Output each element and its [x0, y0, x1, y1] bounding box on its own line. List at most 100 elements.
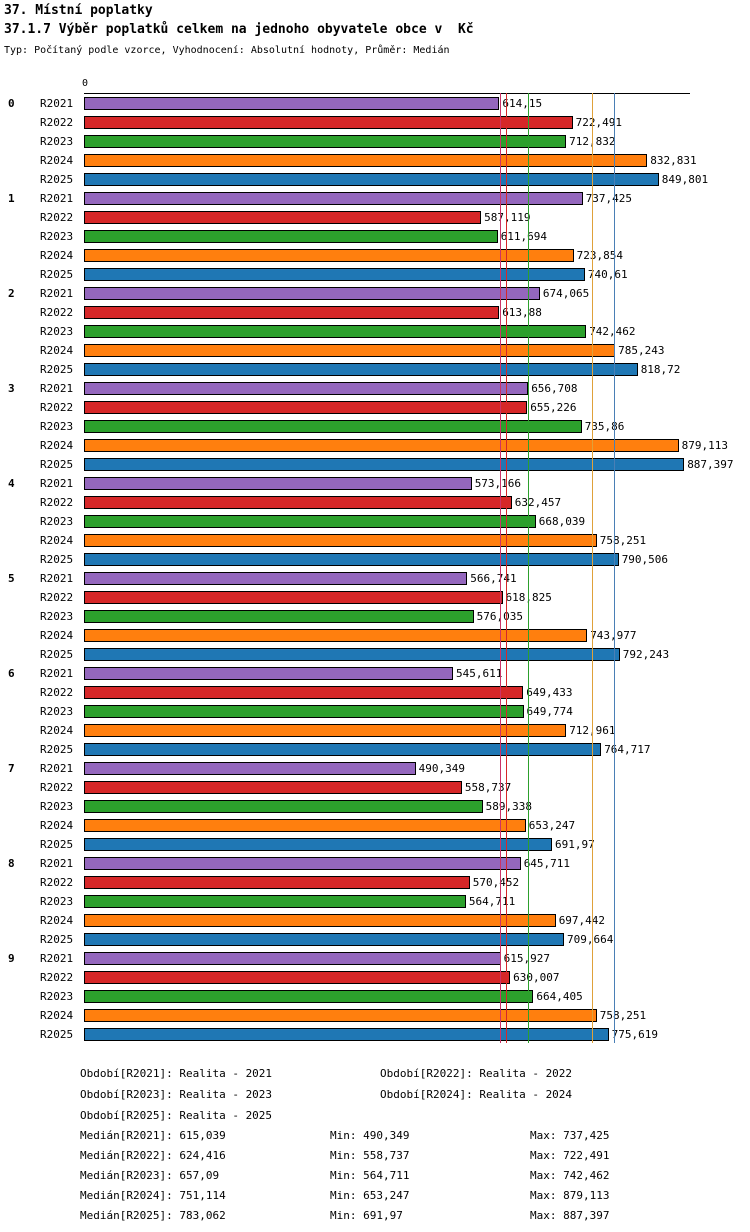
- bar-row: R2023 664,405: [0, 987, 750, 1006]
- bar: [84, 173, 659, 186]
- bar: [84, 876, 470, 889]
- series-label: R2021: [40, 667, 74, 680]
- bar: [84, 705, 524, 718]
- series-label: R2025: [40, 458, 74, 471]
- median-stat: Medián[R2021]: 615,039: [80, 1129, 226, 1142]
- stats-table: Medián[R2021]: 615,039 Min: 490,349 Max: 7…: [80, 1126, 609, 1226]
- axis-zero-label: 0: [82, 78, 89, 89]
- series-label: R2024: [40, 439, 74, 452]
- series-label: R2024: [40, 1009, 74, 1022]
- bar-row: R2022 570,452: [0, 873, 750, 892]
- series-label: R2023: [40, 610, 74, 623]
- bar-row: 3 R2021 656,708: [0, 379, 750, 398]
- bar-group: 0 R2021 614,15 R2022 722,491 R2023 712,832 R202…: [0, 94, 750, 189]
- bar-group: 6 R2021 545,611 R2022 649,433 R2023 649,774 R20…: [0, 664, 750, 759]
- median-stat: Medián[R2022]: 624,416: [80, 1149, 226, 1162]
- bar-value-label: 887,397: [687, 458, 734, 471]
- series-label: R2022: [40, 781, 74, 794]
- bar: [84, 458, 685, 471]
- bar-row: R2024 697,442: [0, 911, 750, 930]
- series-label: R2021: [40, 287, 74, 300]
- group-label: 5: [8, 572, 15, 585]
- series-label: R2023: [40, 135, 74, 148]
- bar-value-label: 545,611: [456, 667, 503, 680]
- series-label: R2023: [40, 230, 74, 243]
- series-label: R2024: [40, 724, 74, 737]
- bar: [84, 249, 574, 262]
- bar-row: R2024 712,961: [0, 721, 750, 740]
- series-label: R2022: [40, 211, 74, 224]
- bar-value-label: 655,226: [530, 401, 577, 414]
- bar-group: 1 R2021 737,425 R2022 587,119 R2023 611,694 R20…: [0, 189, 750, 284]
- bar-value-label: 832,831: [650, 154, 697, 167]
- min-stat: Min: 490,349: [330, 1129, 410, 1142]
- bar-chart: 0 0 R2021 614,15 R2022 722,491 R2023 712,832 R2…: [0, 78, 750, 1062]
- bar: [84, 382, 529, 395]
- bar: [84, 572, 468, 585]
- bar-value-label: 649,433: [526, 686, 573, 699]
- bar: [84, 97, 500, 110]
- median-stat: Medián[R2025]: 783,062: [80, 1209, 226, 1222]
- bar-row: R2022 632,457: [0, 493, 750, 512]
- series-label: R2021: [40, 762, 74, 775]
- bar-row: 6 R2021 545,611: [0, 664, 750, 683]
- axis-top-line: [84, 93, 690, 94]
- group-label: 4: [8, 477, 15, 490]
- bar-value-label: 790,506: [621, 553, 669, 566]
- bar: [84, 762, 416, 775]
- bar-row: R2023 649,774: [0, 702, 750, 721]
- bar-value-label: 818,72: [640, 363, 681, 376]
- bar-value-label: 723,854: [576, 249, 623, 262]
- bar-row: R2025 818,72: [0, 360, 750, 379]
- series-label: R2025: [40, 363, 74, 376]
- bar-value-label: 740,61: [587, 268, 628, 281]
- bar-row: R2022 722,491: [0, 113, 750, 132]
- bar: [84, 477, 472, 490]
- bar-row: R2025 740,61: [0, 265, 750, 284]
- bar: [84, 344, 616, 357]
- min-stat: Min: 691,97: [330, 1209, 403, 1222]
- series-label: R2024: [40, 629, 74, 642]
- page-title: 37. Místní poplatky: [4, 3, 153, 18]
- bar: [84, 496, 512, 509]
- median-stat: Medián[R2023]: 657,09: [80, 1169, 220, 1182]
- bar: [84, 857, 521, 870]
- bar-row: R2023 576,035: [0, 607, 750, 626]
- bar: [84, 610, 474, 623]
- bar-row: R2025 792,243: [0, 645, 750, 664]
- series-label: R2022: [40, 401, 74, 414]
- bar-value-label: 649,774: [526, 705, 573, 718]
- bar: [84, 401, 528, 414]
- bar-value-label: 614,15: [502, 97, 543, 110]
- group-label: 7: [8, 762, 15, 775]
- series-label: R2021: [40, 192, 74, 205]
- series-label: R2024: [40, 914, 74, 927]
- bar-row: R2024 653,247: [0, 816, 750, 835]
- min-stat: Min: 558,737: [330, 1149, 410, 1162]
- series-label: R2021: [40, 857, 74, 870]
- bar-row: R2022 613,88: [0, 303, 750, 322]
- chart-meta: Typ: Počítaný podle vzorce, Vyhodnocení:…: [4, 45, 450, 56]
- series-label: R2024: [40, 344, 74, 357]
- bar-row: R2024 723,854: [0, 246, 750, 265]
- max-stat: Max: 887,397: [530, 1209, 610, 1222]
- median-stat: Medián[R2024]: 751,114: [80, 1189, 226, 1202]
- bar-value-label: 564,711: [468, 895, 516, 908]
- group-label: 6: [8, 667, 15, 680]
- bar-value-label: 849,801: [661, 173, 709, 186]
- bar-value-label: 743,977: [590, 629, 637, 642]
- bar-row: R2023 742,462: [0, 322, 750, 341]
- series-label: R2025: [40, 173, 74, 186]
- bar-value-label: 758,251: [599, 1009, 647, 1022]
- series-label: R2023: [40, 895, 74, 908]
- min-stat: Min: 564,711: [330, 1169, 410, 1182]
- series-label: R2023: [40, 515, 74, 528]
- bar-value-label: 737,425: [585, 192, 633, 205]
- series-label: R2023: [40, 705, 74, 718]
- bar-row: R2024 758,251: [0, 1006, 750, 1025]
- max-stat: Max: 742,462: [530, 1169, 610, 1182]
- legend-period: Období[R2025]: Realita - 2025: [80, 1109, 273, 1122]
- bar-row: 1 R2021 737,425: [0, 189, 750, 208]
- bar-row: 8 R2021 645,711: [0, 854, 750, 873]
- bar-value-label: 697,442: [558, 914, 606, 927]
